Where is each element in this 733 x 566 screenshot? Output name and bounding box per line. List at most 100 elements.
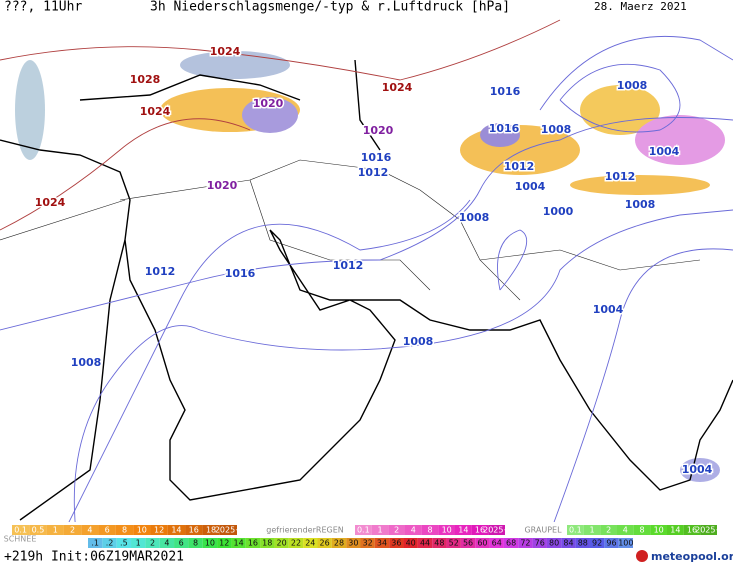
legend-cell	[518, 538, 533, 548]
legend-cell	[185, 525, 203, 535]
legend-value: 16	[687, 526, 697, 535]
legend-cell	[650, 525, 667, 535]
legend-value: 96	[606, 539, 616, 548]
legend-cell	[388, 525, 405, 535]
coastlines	[0, 59, 733, 521]
isobar-label: 1016	[225, 267, 256, 280]
isobar-label: 1004	[649, 145, 680, 158]
legend-value: 1	[377, 526, 382, 535]
isobar-label: 1028	[130, 73, 161, 86]
legend-value: 16	[248, 539, 258, 548]
legend-cell	[403, 538, 418, 548]
legend-value: 0.1	[14, 526, 27, 535]
legend-cell	[438, 525, 455, 535]
legend-value: 0.1	[569, 526, 582, 535]
legend-value: 8	[427, 526, 432, 535]
legend-cell	[274, 538, 289, 548]
legend-value: 72	[520, 539, 530, 548]
legend-value: 68	[506, 539, 516, 548]
legend-cell	[346, 538, 361, 548]
legend-value: 88	[578, 539, 588, 548]
legend-cell	[546, 538, 562, 548]
legend-cell	[63, 525, 82, 535]
legend-value: 52	[449, 539, 459, 548]
isobar-label: 1024	[35, 196, 66, 209]
legend-value: 4	[623, 526, 628, 535]
legend-value: 14	[458, 526, 468, 535]
header-title: 3h Niederschlagsmenge/-typ & r.Luftdruck…	[150, 0, 510, 15]
legend-cell	[202, 525, 220, 535]
legend-value: 10	[442, 526, 452, 535]
brand-logo	[636, 550, 648, 562]
legend: 0.1 0.5 1 2 4 6 8 10 12 14 16 182025+SCHNEEgefriere…	[0, 522, 733, 558]
legend-value: 0.5	[32, 526, 45, 535]
legend-cell	[567, 525, 584, 535]
footer-run: +219h Init:06Z19MAR2021	[4, 550, 184, 565]
legend-cell	[700, 525, 717, 535]
header-date: 28. Maerz 2021	[594, 0, 687, 13]
legend-value: 32	[363, 539, 373, 548]
legend-cell	[331, 538, 347, 548]
legend-cell	[604, 538, 619, 548]
legend-cell	[174, 538, 189, 548]
isobar-labels: 1024 1028 1024 1020 1024 1016 1008 1016 1008 1020…	[33, 44, 714, 478]
legend-value: 34	[377, 539, 387, 548]
legend-value: 14	[670, 526, 680, 535]
legend-value: 16	[189, 526, 199, 535]
legend-value: 1	[136, 539, 141, 548]
legend-value: 22	[291, 539, 301, 548]
legend-value: 14	[171, 526, 181, 535]
header-left: ???, 11Uhr	[4, 0, 82, 15]
isobar-label: 1016	[361, 151, 392, 164]
legend-cell	[475, 538, 490, 548]
legend-value: 48	[434, 539, 444, 548]
legend-value: 4	[87, 526, 92, 535]
legend-cell	[389, 538, 404, 548]
legend-cell	[217, 538, 232, 548]
precipitation	[15, 51, 725, 482]
isobar-label: 1004	[682, 463, 713, 476]
isobar-label: 1012	[333, 259, 364, 272]
legend-cell	[231, 538, 246, 548]
legend-value: 76	[535, 539, 545, 548]
legend-value: 6	[179, 539, 184, 548]
legend-cell	[600, 525, 617, 535]
legend-title: gefrierenderREGEN	[266, 526, 344, 535]
legend-cell	[471, 525, 489, 535]
legend-cell	[532, 538, 547, 548]
legend-cell	[145, 538, 160, 548]
isobars	[0, 19, 733, 561]
legend-cell	[29, 525, 47, 535]
legend-value: 10	[205, 539, 215, 548]
legend-value: 8	[639, 526, 644, 535]
legend-cell	[116, 538, 132, 548]
legend-value: 60	[477, 539, 487, 548]
legend-value: 80	[549, 539, 559, 548]
legend-cell	[303, 538, 318, 548]
legend-value: 8	[193, 539, 198, 548]
legend-value: 6	[105, 526, 110, 535]
isobar-label: 1004	[515, 180, 546, 193]
legend-value: 2	[150, 539, 155, 548]
legend-value: .2	[106, 539, 114, 548]
legend-value: 28	[334, 539, 344, 548]
legend-cell	[455, 525, 472, 535]
legend-value: 4	[164, 539, 169, 548]
isobar-label: 1024	[140, 105, 171, 118]
legend-cell	[618, 538, 633, 548]
legend-value: 8	[122, 526, 127, 535]
legend-cell	[46, 525, 64, 535]
legend-cell	[421, 525, 439, 535]
legend-cell	[288, 538, 304, 548]
legend-cell	[133, 525, 151, 535]
isobar-label: 1008	[459, 211, 490, 224]
legend-cell	[460, 538, 476, 548]
legend-cell	[405, 525, 422, 535]
legend-cell	[260, 538, 275, 548]
legend-cell	[219, 525, 237, 535]
legend-cell	[245, 538, 261, 548]
isobar-label: 1004	[593, 303, 624, 316]
legend-value: 2	[394, 526, 399, 535]
legend-value: 0.1	[357, 526, 370, 535]
isobar-label: 1012	[358, 166, 389, 179]
